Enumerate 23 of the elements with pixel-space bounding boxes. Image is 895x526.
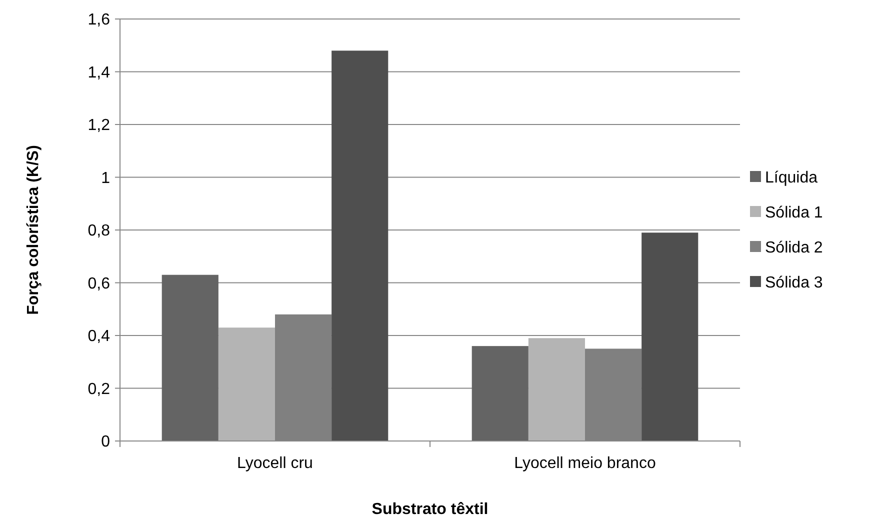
legend-label: Líquida: [765, 170, 818, 187]
y-tick-label: 1,2: [88, 117, 110, 134]
y-tick-label: 1,4: [88, 64, 110, 82]
legend-label: Sólida 2: [765, 240, 823, 257]
y-tick-label: 0: [101, 434, 110, 451]
legend-label: Sólida 1: [765, 204, 823, 222]
bar: [472, 346, 528, 441]
y-tick-label: 0,6: [88, 275, 110, 292]
y-axis-title: Força colorística (K/S): [25, 145, 42, 315]
bar: [218, 328, 275, 441]
y-tick-label: 0,2: [88, 380, 110, 398]
bar: [642, 232, 698, 441]
bar: [528, 338, 585, 441]
bar: [162, 274, 218, 441]
x-tick-label: Lyocell cru: [237, 455, 313, 472]
y-tick-label: 0,8: [88, 222, 110, 240]
x-axis-title: Substrato têxtil: [372, 501, 488, 518]
legend-label: Sólida 3: [765, 274, 823, 292]
y-tick-label: 1: [101, 170, 110, 187]
x-tick-label: Lyocell meio branco: [514, 455, 656, 472]
y-tick-label: 0,4: [88, 328, 110, 346]
bar: [332, 50, 388, 441]
y-tick-label: 1,6: [88, 12, 110, 29]
